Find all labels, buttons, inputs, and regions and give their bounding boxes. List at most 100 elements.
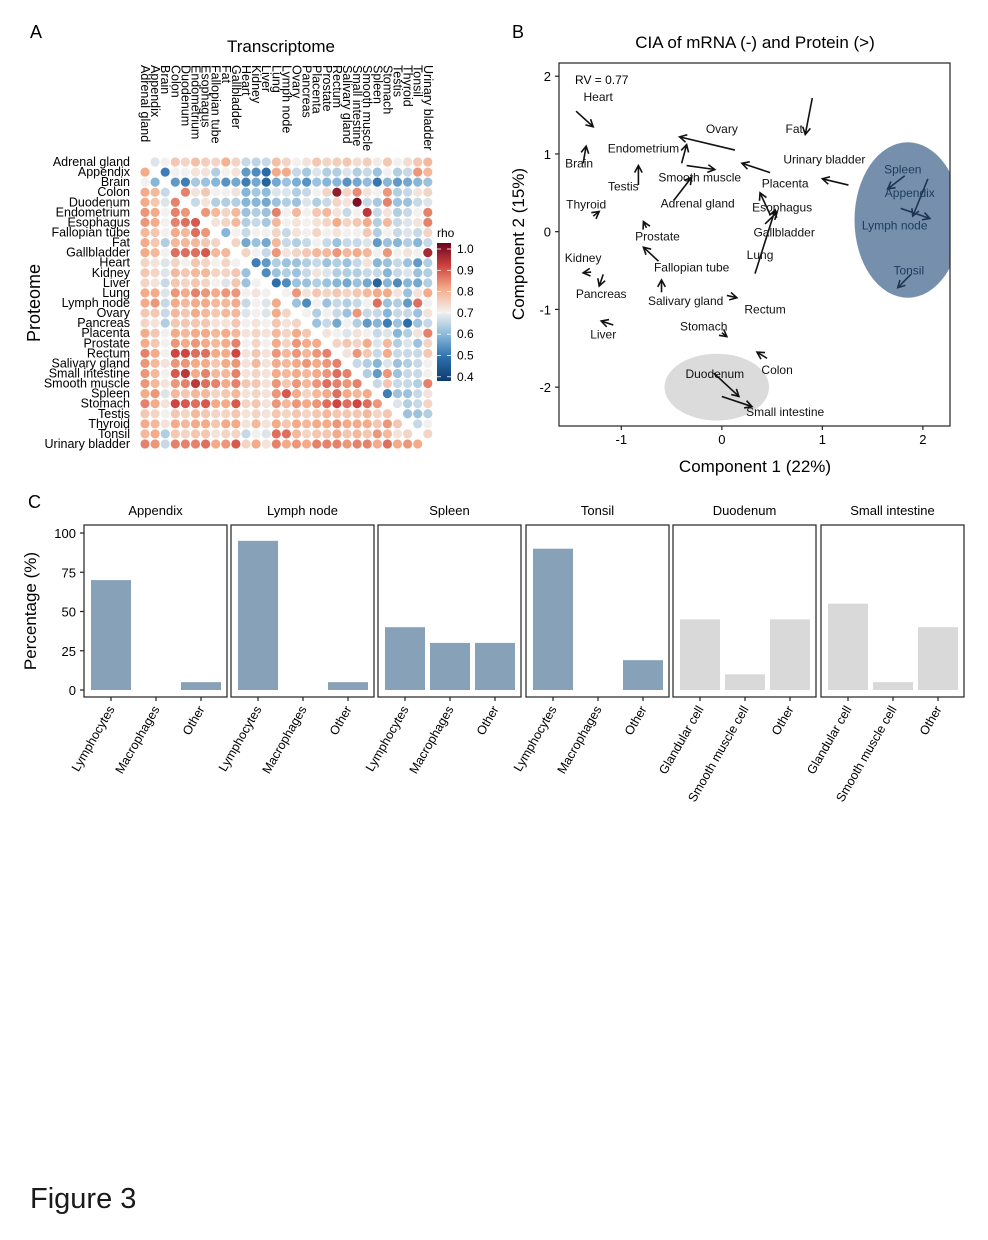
heatmap-cell [231, 378, 241, 389]
heatmap-cell [302, 157, 312, 167]
heatmap-cell [140, 328, 150, 338]
heatmap-row-label: Spleen [91, 387, 130, 401]
heatmap-cell [190, 328, 201, 338]
arrow-head [820, 175, 831, 185]
heatmap-cell [312, 368, 322, 379]
heatmap-cell [352, 268, 362, 278]
heatmap-cell [241, 318, 251, 328]
heatmap-cell [413, 358, 423, 368]
heatmap-cell [392, 358, 403, 368]
heatmap-cell [302, 187, 312, 197]
heatmap-cell [423, 268, 433, 278]
heatmap-column-label: Pancreas [300, 65, 314, 118]
heatmap-cell [241, 217, 251, 228]
heatmap-cell [190, 368, 201, 379]
heatmap-cell [170, 157, 180, 167]
heatmap-cell [382, 237, 392, 248]
heatmap-cell [211, 248, 221, 258]
heatmap-cell [291, 207, 302, 217]
point-label: Appendix [885, 186, 935, 200]
facet-frame [83, 524, 228, 698]
heatmap-cell [201, 167, 211, 177]
heatmap-cell [413, 268, 423, 278]
arrow-shaft [726, 294, 738, 299]
heatmap-cell [291, 237, 302, 248]
heatmap-cell [211, 358, 221, 368]
heatmap-cell [140, 378, 150, 389]
heatmap-cell [332, 167, 342, 177]
heatmap-cell [140, 298, 150, 308]
heatmap-cell [221, 227, 231, 238]
cia-panel: CIA of mRNA (-) and Protein (>) Componen… [509, 33, 951, 476]
heatmap-cell [291, 217, 302, 228]
heatmap-cell [362, 318, 372, 328]
heatmap-cell [180, 378, 190, 389]
facet-title: Duodenum [713, 503, 777, 518]
heatmap-cell [362, 308, 372, 318]
heatmap-cell [190, 167, 201, 177]
heatmap-column-label: Colon [168, 65, 182, 98]
heatmap-row-label: Gallbladder [66, 246, 130, 260]
heatmap-cell [281, 167, 291, 177]
heatmap-cell [221, 298, 231, 308]
heatmap-cell [271, 258, 281, 268]
heatmap-cell [413, 227, 423, 238]
heatmap-cell [382, 268, 392, 278]
heatmap-cell [322, 439, 332, 449]
arrow-head [677, 133, 688, 143]
heatmap-cell [423, 157, 433, 167]
arrow-head [730, 388, 741, 398]
heatmap-cell [423, 237, 433, 248]
heatmap-cell [332, 288, 342, 298]
heatmap-cell [423, 248, 433, 258]
heatmap-cell [342, 328, 352, 338]
heatmap-cell [362, 187, 372, 197]
heatmap-cell [150, 227, 160, 238]
heatmap-cell [372, 187, 382, 197]
heatmap-cell [312, 429, 322, 439]
arrow-shaft [900, 207, 931, 220]
heatmap-cell [302, 429, 312, 439]
arrow-head [591, 210, 601, 220]
heatmap-cell [211, 439, 221, 449]
heatmap-cell [291, 389, 302, 399]
point-label: Stomach [680, 320, 727, 334]
heatmap-cell [342, 217, 352, 228]
heatmap-column-label: Small intestine [350, 65, 364, 146]
heatmap-cell [352, 197, 362, 207]
point-label: Tonsil [893, 264, 924, 278]
heatmap-cell [322, 409, 332, 419]
heatmap-cell [261, 197, 271, 207]
heatmap-cell [140, 439, 150, 449]
heatmap-cell [271, 157, 281, 167]
heatmap-cell [160, 429, 170, 439]
arrow-head [718, 328, 729, 338]
heatmap-cell [170, 298, 180, 308]
x-tick-label: -1 [616, 432, 628, 447]
heatmap-cell [362, 419, 372, 429]
heatmap-cell [231, 278, 241, 288]
heatmap-cell [170, 278, 180, 288]
heatmap-cell [332, 429, 342, 439]
heatmap-cell [271, 409, 281, 419]
heatmap-cell [190, 177, 201, 187]
heatmap-cell [251, 258, 261, 268]
heatmap-cell [332, 197, 342, 207]
heatmap-cell [302, 439, 312, 449]
heatmap-cell [140, 389, 150, 399]
heatmap-cell [271, 278, 281, 288]
heatmap-cell [180, 429, 190, 439]
heatmap-cell [190, 288, 201, 298]
heatmap-cell [201, 328, 211, 338]
heatmap-cell [170, 389, 180, 399]
heatmap-cell [423, 187, 433, 197]
heatmap-cell [302, 227, 312, 238]
heatmap-cell [241, 308, 251, 318]
heatmap-cell [231, 157, 241, 167]
heatmap-cell [170, 177, 180, 187]
heatmap-cell [271, 429, 281, 439]
heatmap-row-label: Endometrium [56, 205, 130, 219]
heatmap-cell [312, 157, 322, 167]
heatmap-cell [291, 439, 302, 449]
heatmap-cell [413, 378, 423, 389]
